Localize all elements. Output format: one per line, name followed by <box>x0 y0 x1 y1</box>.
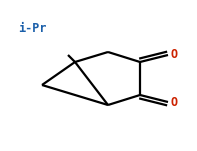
Text: O: O <box>171 95 178 109</box>
Text: i-Pr: i-Pr <box>18 21 46 34</box>
Text: O: O <box>171 48 178 61</box>
